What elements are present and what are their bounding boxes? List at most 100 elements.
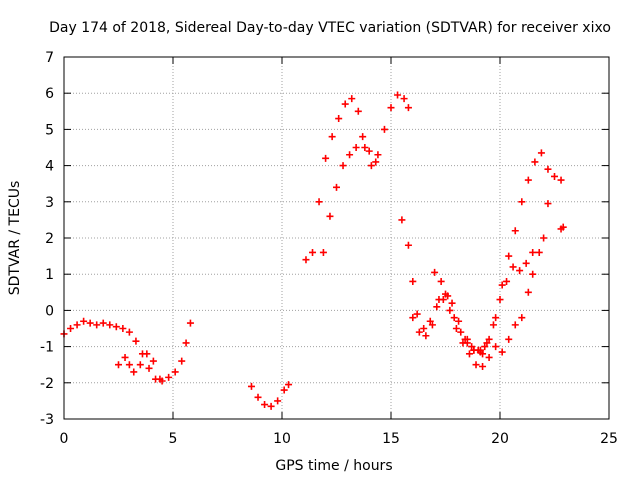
data-point [322,154,330,162]
series-arc-1 [60,317,194,385]
y-tick-label: 4 [45,159,54,175]
data-point [431,268,439,276]
data-point [348,95,356,103]
data-point [145,364,153,372]
grid-lines [64,57,609,419]
data-point [143,350,151,358]
data-point [544,200,552,208]
data-point [394,91,402,99]
data-point [524,176,532,184]
data-point [446,306,454,314]
data-point [285,381,293,389]
tick-labels: 0 5 10 15 20 25 -3 -2 -1 0 1 2 3 4 5 6 7 [40,50,618,447]
data-point [452,325,460,332]
series-arc-5 [319,133,380,256]
data-point [372,158,380,166]
data-point [319,248,327,256]
data-point [481,343,489,351]
data-point [472,361,480,369]
data-point [315,198,323,206]
data-point [479,363,487,371]
series-arc-10 [463,200,552,354]
series-arc-6 [398,216,500,371]
data-point [374,151,382,159]
series-arc-11 [498,270,537,356]
series-arc-9 [479,149,565,358]
plot-frame [63,56,610,420]
data-point [333,183,340,191]
data-point [165,373,173,381]
x-tick-label: 15 [382,431,400,447]
data-point [492,314,500,322]
data-point [380,125,388,133]
data-point [468,343,476,351]
data-point [479,350,487,358]
data-point [485,353,493,361]
data-point [404,104,412,112]
series-arc-2 [115,350,164,383]
series-arc-7 [409,290,489,354]
data-point [470,346,478,354]
data-point [544,165,552,173]
data-point [119,325,127,332]
data-point [354,107,362,115]
data-point [73,321,81,329]
data-point [99,319,107,327]
y-tick-label: 6 [45,86,54,102]
data-point [346,151,354,159]
series-arc-3 [247,381,293,410]
data-point [156,375,164,383]
data-point [415,328,423,336]
y-tick-label: 3 [45,195,54,211]
data-point [529,270,537,278]
data-point [529,248,537,256]
data-point [413,310,421,318]
data-point [455,317,463,325]
data-point [498,281,506,289]
data-point [387,104,395,112]
y-tick-label: -3 [40,412,54,428]
data-point [400,95,408,103]
data-point [516,267,524,275]
data-point [247,382,255,390]
data-point [426,317,434,325]
data-point [67,325,75,332]
series-arc-12 [557,223,567,233]
data-point [367,162,375,170]
y-axis-label: SDTVAR / TECUs [7,181,23,296]
data-point [535,248,543,256]
x-tick-label: 10 [273,431,291,447]
data-point [505,252,513,260]
y-tick-label: 7 [45,50,54,66]
data-point [511,321,519,329]
data-point [361,144,369,151]
series-arc-8 [431,268,484,356]
data-point [341,100,349,108]
data-point [254,393,262,401]
data-point [531,158,539,166]
data-point [492,343,500,351]
y-tick-label: -2 [40,376,54,392]
x-axis-label: GPS time / hours [275,458,392,474]
data-point [115,361,122,369]
data-point [476,346,484,354]
data-point [149,357,157,365]
y-tick-label: 0 [45,303,54,319]
data-point [496,296,504,304]
data-point [125,361,133,369]
data-point [522,259,530,267]
data-point [261,401,269,409]
data-point [309,248,317,256]
data-point [130,368,138,376]
series-arc-4 [302,91,412,264]
data-point [365,147,373,155]
data-point [448,299,456,307]
data-point [339,162,347,170]
data-point [409,277,417,285]
data-point [503,277,511,285]
data-point [352,144,360,151]
data-point [511,227,519,235]
data-point [485,335,493,343]
y-tick-label: -1 [40,340,54,356]
data-point [328,133,336,141]
